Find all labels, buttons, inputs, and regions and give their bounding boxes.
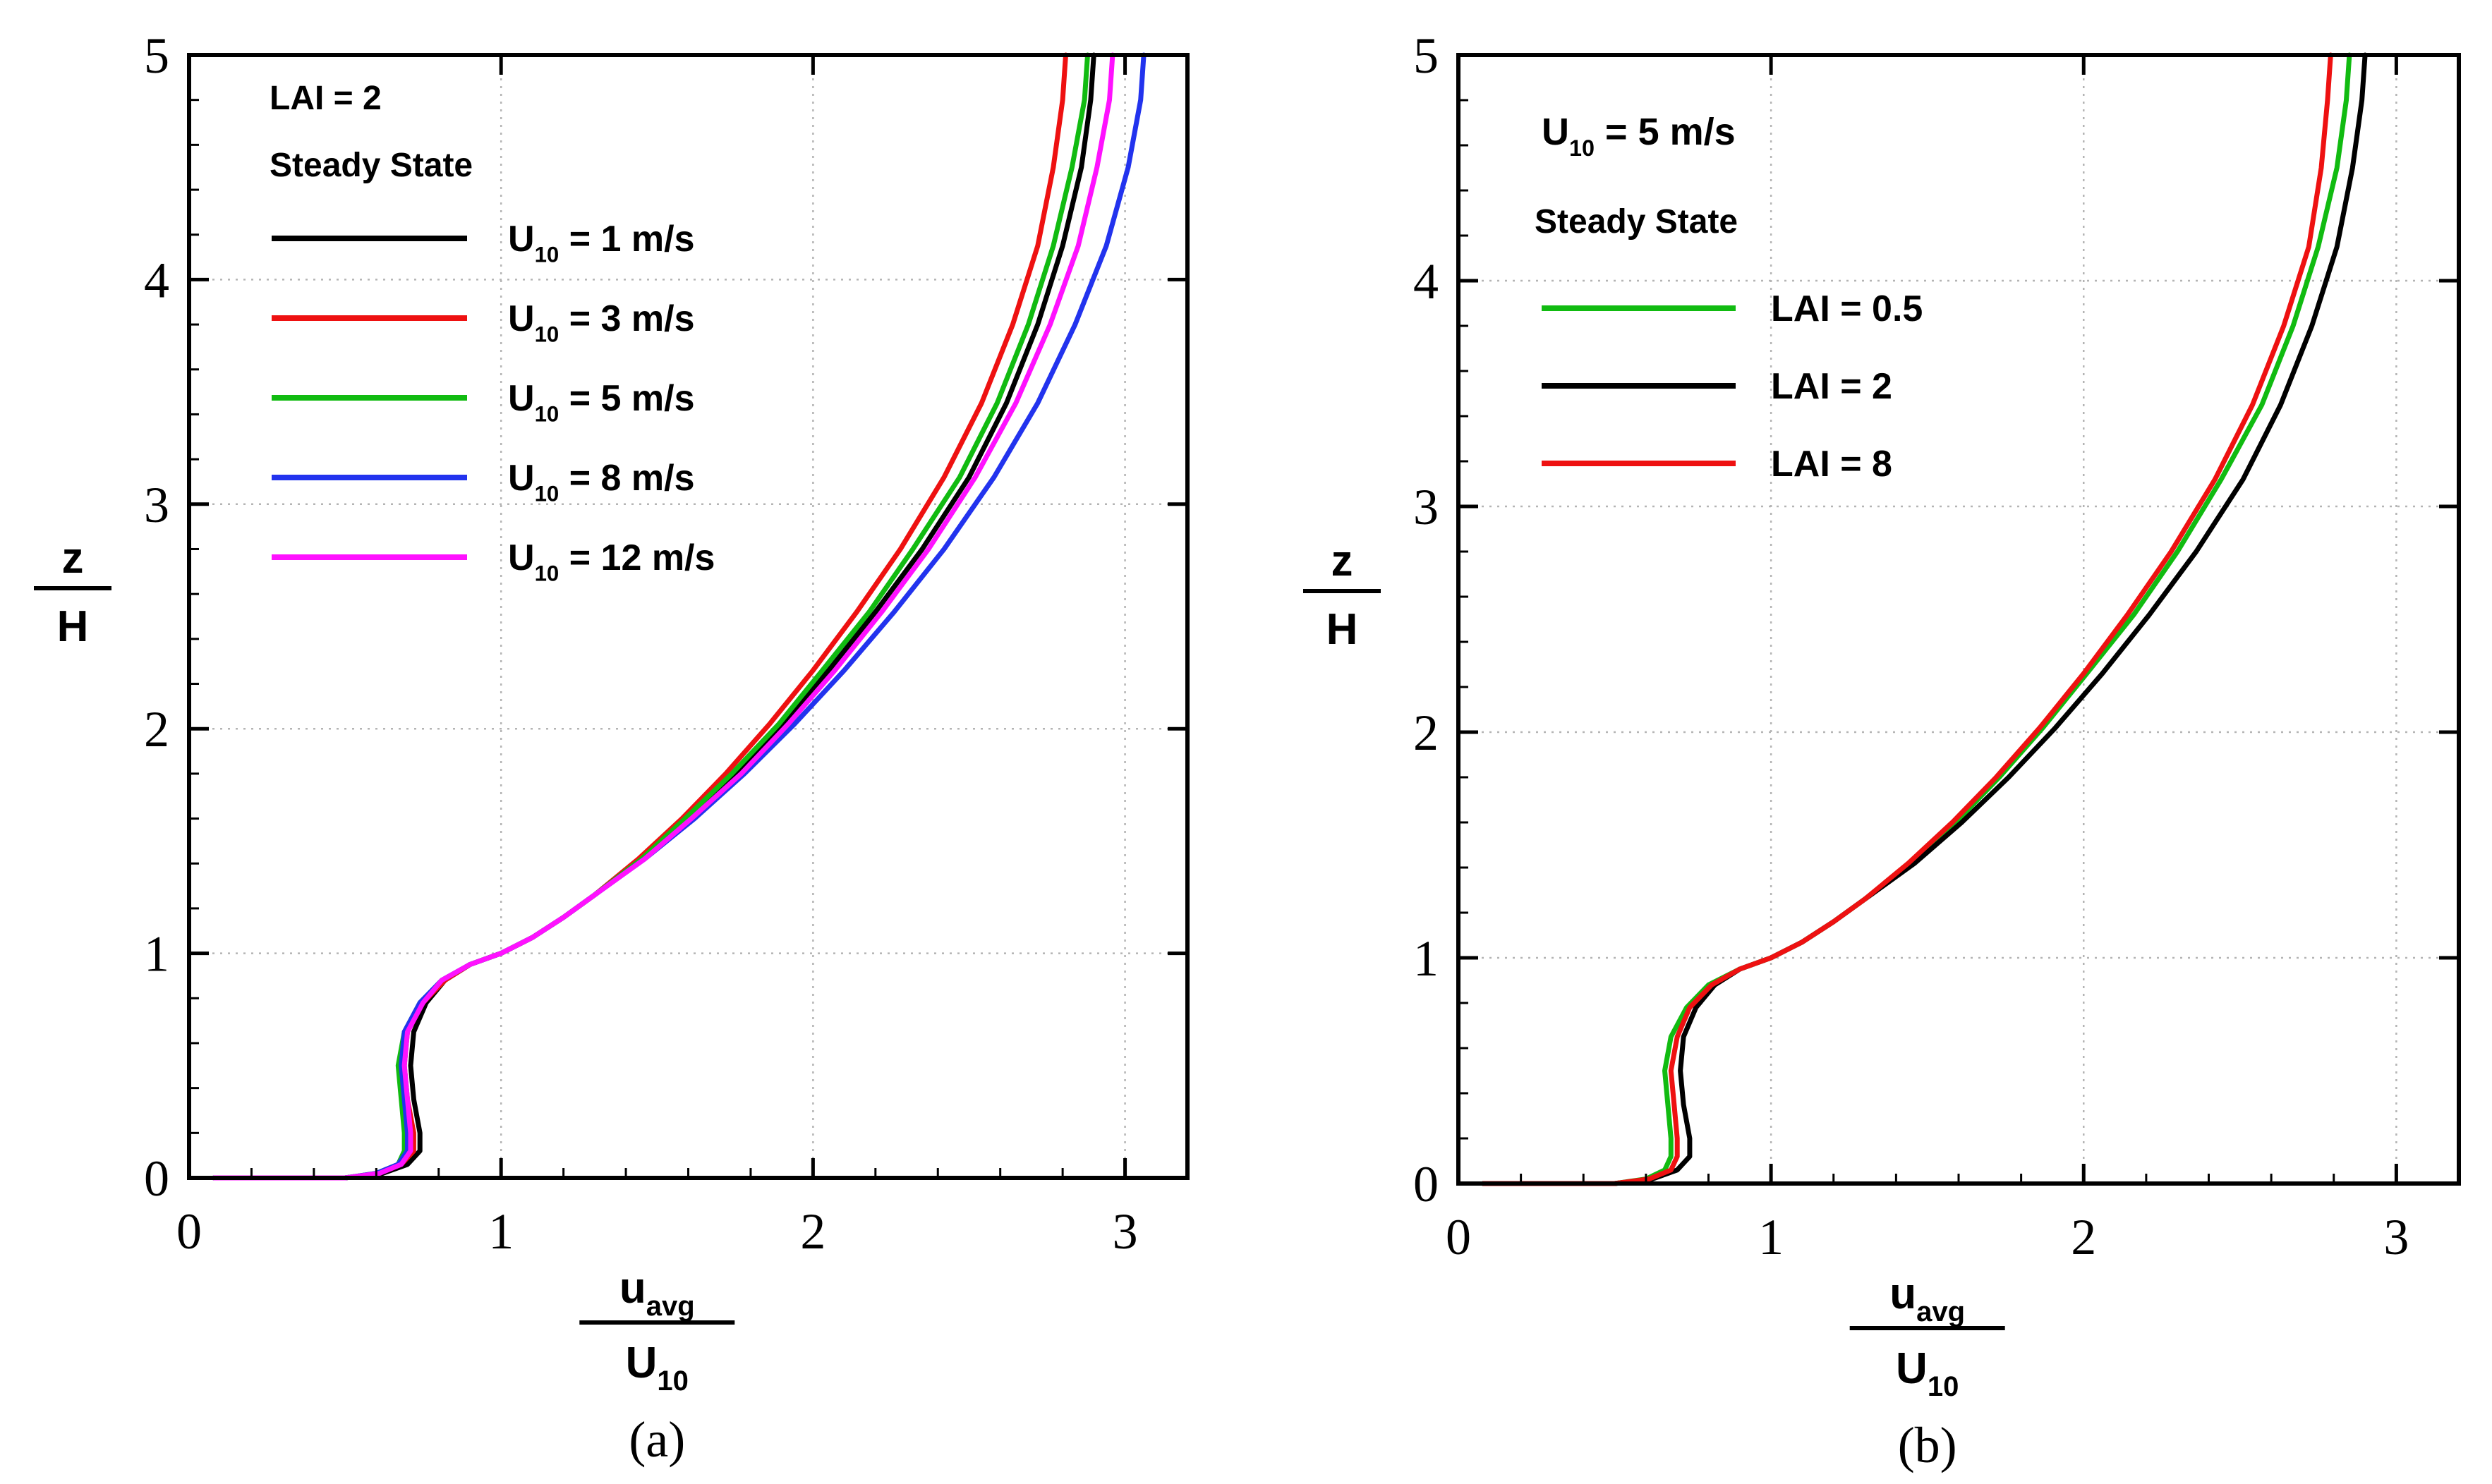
label-main: U (508, 378, 535, 419)
x-label-numerator: uavg (619, 1264, 695, 1322)
label-sub: 10 (535, 322, 560, 347)
x-tick-label: 2 (2071, 1209, 2096, 1265)
label-sub: 10 (535, 243, 560, 267)
y-label-numerator: z (1331, 537, 1353, 585)
y-tick-label: 5 (144, 28, 169, 84)
x-tick-label: 0 (176, 1203, 202, 1260)
label-main: LAI = 2 (1771, 366, 1892, 407)
label-main: U (508, 219, 535, 260)
legend-label: U10 = 5 m/s (508, 378, 695, 427)
label-rest: = 3 m/s (559, 298, 694, 339)
x-label-den-sub: 10 (1928, 1371, 1959, 1402)
x-label-num-sub: avg (646, 1291, 695, 1322)
label-main: U (508, 458, 535, 499)
x-label-den-main: U (626, 1339, 658, 1387)
y-axis-label: zH (34, 534, 111, 651)
legend-label: LAI = 0.5 (1771, 288, 1923, 329)
series-line (211, 52, 1115, 1181)
y-tick-label: 4 (1413, 253, 1439, 310)
series-line (1480, 52, 2333, 1186)
x-label-num-main: u (1889, 1270, 1916, 1318)
legend-label: LAI = 8 (1771, 444, 1892, 485)
y-tick-label: 2 (1413, 705, 1439, 761)
panel-caption: (b) (1898, 1417, 1957, 1473)
legend-label: U10 = 12 m/s (508, 537, 715, 586)
x-tick-label: 1 (1758, 1209, 1784, 1265)
legend-label: U10 = 8 m/s (508, 458, 695, 506)
label-rest: = 12 m/s (559, 537, 715, 578)
x-label-numerator: uavg (1889, 1270, 1965, 1327)
label-main: LAI = 0.5 (1771, 288, 1923, 329)
label-main: U (508, 298, 535, 339)
x-label-num-sub: avg (1916, 1296, 1965, 1327)
y-axis-label: zH (1303, 537, 1381, 654)
y-tick-label: 3 (144, 477, 169, 533)
y-tick-label: 3 (1413, 479, 1439, 535)
panel-caption: (a) (629, 1411, 685, 1468)
label-sub: 10 (1569, 135, 1595, 161)
label-rest: = 5 m/s (1595, 111, 1736, 153)
y-label-denominator: H (1326, 605, 1358, 654)
x-label-num-main: u (619, 1264, 646, 1313)
annotation: Steady State (270, 147, 473, 184)
x-label-denominator: U10 (626, 1339, 689, 1397)
x-axis-label: uavg U10 (1849, 1270, 2005, 1402)
x-label-den-main: U (1896, 1344, 1928, 1393)
label-rest: = 5 m/s (559, 378, 694, 419)
panel-title: U10 = 5 m/s (1542, 111, 1736, 161)
x-tick-label: 3 (1113, 1203, 1138, 1260)
label-main: U (508, 537, 535, 578)
annotation: Steady State (1535, 203, 1738, 241)
label-rest: = 1 m/s (559, 219, 694, 260)
y-tick-label: 1 (1413, 930, 1439, 987)
x-tick-label: 3 (2383, 1209, 2409, 1265)
x-tick-label: 1 (488, 1203, 514, 1260)
annotation: LAI = 2 (270, 80, 382, 117)
x-axis-label: uavg U10 (579, 1264, 735, 1397)
x-label-denominator: U10 (1896, 1344, 1959, 1402)
y-tick-label: 1 (144, 926, 169, 983)
label-sub: 10 (535, 482, 560, 506)
x-label-den-sub: 10 (657, 1366, 689, 1397)
x-tick-label: 2 (800, 1203, 825, 1260)
label-sub: 10 (535, 561, 560, 586)
y-tick-label: 0 (1413, 1156, 1439, 1212)
legend: LAI = 0.5 LAI = 2 LAI = 8 (1542, 288, 1923, 485)
label-sub: 10 (535, 402, 560, 427)
label-main: U (1542, 111, 1569, 153)
y-tick-label: 4 (144, 252, 169, 308)
y-label-denominator: H (57, 602, 89, 651)
y-tick-label: 5 (1413, 28, 1439, 84)
x-tick-label: 0 (1446, 1209, 1471, 1265)
legend-label: U10 = 1 m/s (508, 219, 695, 267)
label-main: LAI = 8 (1771, 444, 1892, 485)
legend-label: LAI = 2 (1771, 366, 1892, 407)
label-rest: = 8 m/s (559, 458, 694, 499)
y-tick-label: 0 (144, 1150, 169, 1207)
y-label-numerator: z (62, 534, 84, 583)
legend-label: U10 = 3 m/s (508, 298, 695, 347)
y-tick-label: 2 (144, 701, 169, 758)
